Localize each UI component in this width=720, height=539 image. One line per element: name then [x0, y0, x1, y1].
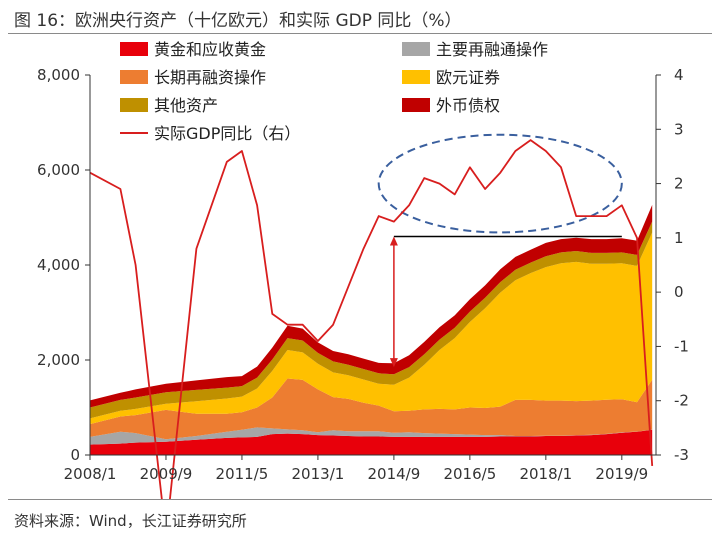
annotation-arrow-head-down — [389, 358, 398, 368]
legend-label: 主要再融通操作 — [436, 40, 548, 59]
legend-label: 其他资产 — [154, 96, 218, 115]
x-tick-label: 2009/9 — [140, 465, 193, 483]
legend-swatch — [402, 70, 430, 84]
right-tick-label: -3 — [674, 446, 689, 464]
legend-item: 其他资产 — [120, 96, 218, 115]
top-rule — [8, 33, 712, 34]
annotation-arrow-head-up — [389, 236, 398, 246]
x-tick-label: 2019/9 — [595, 465, 648, 483]
figure-title: 图 16：欧洲央行资产（十亿欧元）和实际 GDP 同比（%） — [14, 11, 462, 31]
x-tick-label: 2008/1 — [64, 465, 117, 483]
annotations — [377, 133, 623, 368]
axes: 0 2,000 4,000 6,000 8,000 -3 -2 -1 0 1 2 3 4 2008/1 20… — [37, 66, 689, 483]
x-tick-label: 2011/5 — [216, 465, 269, 483]
legend-swatch — [402, 42, 430, 56]
left-tick-label: 6,000 — [37, 161, 80, 179]
x-tick-label: 2014/9 — [368, 465, 421, 483]
right-tick-label: 4 — [674, 66, 684, 84]
legend-label: 长期再融资操作 — [154, 68, 266, 87]
area-series-3 — [90, 378, 653, 440]
left-tick-label: 0 — [70, 446, 80, 464]
legend-swatch — [120, 42, 148, 56]
gdp-line — [89, 139, 654, 500]
legend-item: 实际GDP同比（右） — [120, 124, 300, 143]
area-series-5 — [90, 221, 653, 419]
stacked-areas — [90, 204, 653, 455]
left-tick-label: 8,000 — [37, 66, 80, 84]
right-tick-label: 2 — [674, 175, 684, 193]
legend-item: 外币债权 — [402, 96, 500, 115]
x-tick-label: 2018/1 — [519, 465, 572, 483]
legend-label: 外币债权 — [436, 96, 500, 115]
bottom-rule — [8, 499, 712, 500]
legend-label: 黄金和应收黄金 — [154, 40, 266, 59]
legend-swatch — [120, 98, 148, 112]
right-tick-label: -2 — [674, 392, 689, 410]
right-tick-label: 3 — [674, 120, 684, 138]
x-tick-label: 2013/1 — [292, 465, 345, 483]
left-tick-label: 2,000 — [37, 351, 80, 369]
annotation-ellipse — [377, 133, 623, 234]
right-tick-label: -1 — [674, 337, 689, 355]
legend-swatch — [402, 98, 430, 112]
source-note: 资料来源：Wind，长江证券研究所 — [14, 512, 247, 530]
right-tick-label: 0 — [674, 283, 684, 301]
legend-item: 黄金和应收黄金 — [120, 40, 266, 59]
right-tick-label: 1 — [674, 229, 684, 247]
left-tick-label: 4,000 — [37, 256, 80, 274]
chart: 0 2,000 4,000 6,000 8,000 -3 -2 -1 0 1 2 3 4 2008/1 20… — [37, 40, 689, 500]
legend-swatch — [120, 70, 148, 84]
legend-label: 实际GDP同比（右） — [154, 124, 300, 143]
gdp-line-layer — [89, 139, 654, 500]
area-series-2 — [90, 427, 653, 445]
legend-item: 主要再融通操作 — [402, 40, 548, 59]
legend-item: 欧元证券 — [402, 68, 500, 87]
x-tick-label: 2016/5 — [443, 465, 496, 483]
area-series-4 — [90, 232, 653, 425]
area-series-1 — [90, 429, 653, 455]
area-series-6 — [90, 204, 653, 408]
legend-label: 欧元证券 — [436, 68, 500, 87]
legend-item: 长期再融资操作 — [120, 68, 266, 87]
